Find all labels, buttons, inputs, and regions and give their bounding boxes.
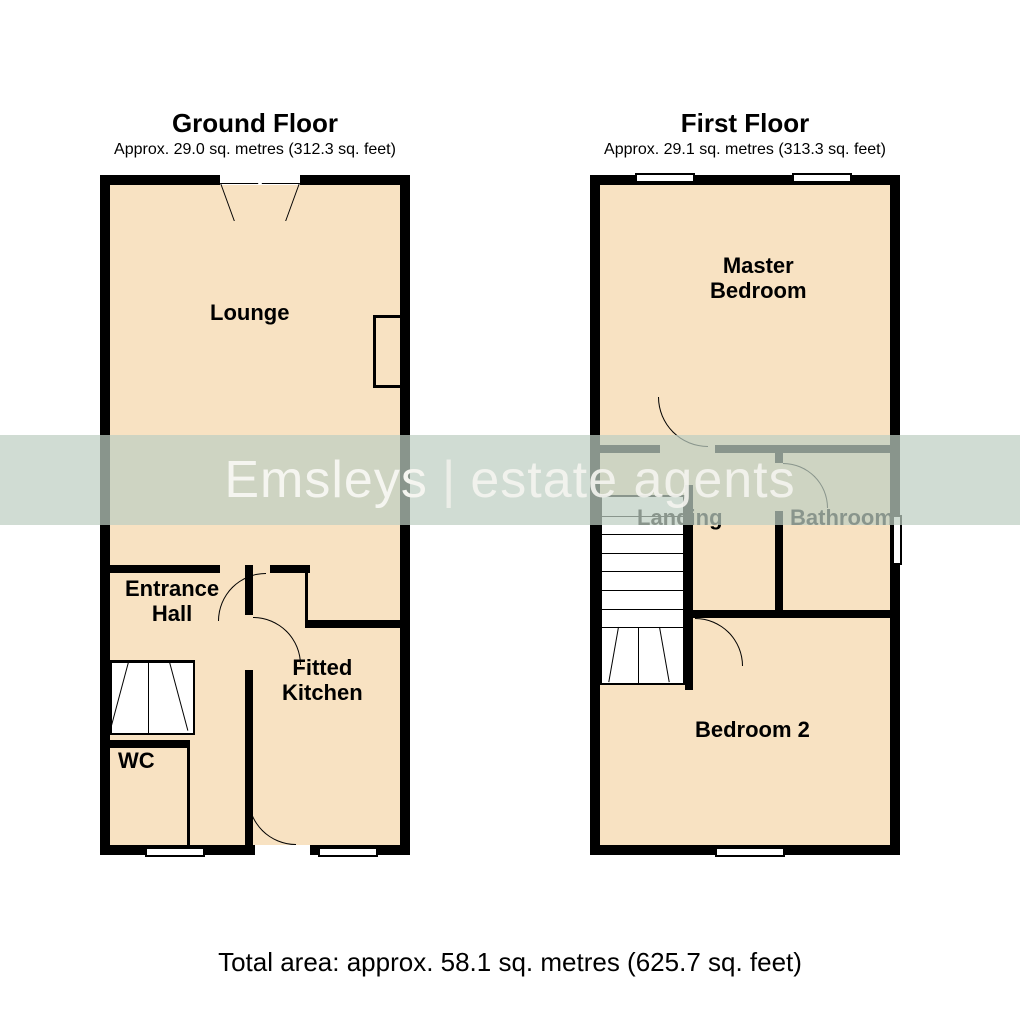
bedroom2-label: Bedroom 2 — [695, 717, 810, 742]
label-text: Master Bedroom — [710, 253, 807, 303]
door-arc — [695, 618, 743, 666]
first-floor-title: First Floor — [590, 108, 900, 139]
wall — [270, 565, 310, 573]
window — [635, 173, 695, 183]
ground-floor-header: Ground Floor Approx. 29.0 sq. metres (31… — [100, 108, 410, 159]
wall — [690, 610, 890, 618]
stairs — [110, 660, 195, 735]
watermark: Emsleys | estate agents — [0, 435, 1020, 525]
wall-thin — [373, 385, 403, 388]
wall-thin — [187, 740, 190, 845]
total-area-text: Total area: approx. 58.1 sq. metres (625… — [0, 947, 1020, 978]
ground-floor-subtitle: Approx. 29.0 sq. metres (312.3 sq. feet) — [100, 141, 410, 159]
window — [318, 847, 378, 857]
watermark-brand: Emsleys — [224, 450, 427, 510]
first-floor-subtitle: Approx. 29.1 sq. metres (313.3 sq. feet) — [590, 141, 900, 159]
wall — [110, 565, 220, 573]
wall — [305, 620, 405, 628]
wc-label: WC — [118, 748, 155, 773]
first-floor-header: First Floor Approx. 29.1 sq. metres (313… — [590, 108, 900, 159]
door-opening — [255, 845, 310, 855]
watermark-sep: | — [442, 450, 457, 510]
lounge-label: Lounge — [210, 300, 289, 325]
fitted-kitchen-label: Fitted Kitchen — [282, 655, 363, 706]
door-arc — [218, 573, 266, 621]
wall — [110, 740, 190, 748]
window — [715, 847, 785, 857]
master-bedroom-label: Master Bedroom — [710, 253, 807, 304]
entrance-hall-label: Entrance Hall — [125, 576, 219, 627]
window — [792, 173, 852, 183]
window — [145, 847, 205, 857]
ground-floor-title: Ground Floor — [100, 108, 410, 139]
wall-thin — [373, 315, 376, 385]
wall-thin — [373, 315, 403, 318]
floorplan-container: Ground Floor Approx. 29.0 sq. metres (31… — [0, 0, 1020, 1020]
door-arc — [248, 797, 296, 845]
wall-thin — [305, 565, 308, 623]
watermark-tagline: estate agents — [470, 450, 795, 510]
door-gap — [245, 615, 253, 670]
label-text: Entrance Hall — [125, 576, 219, 626]
label-text: Fitted Kitchen — [282, 655, 363, 705]
